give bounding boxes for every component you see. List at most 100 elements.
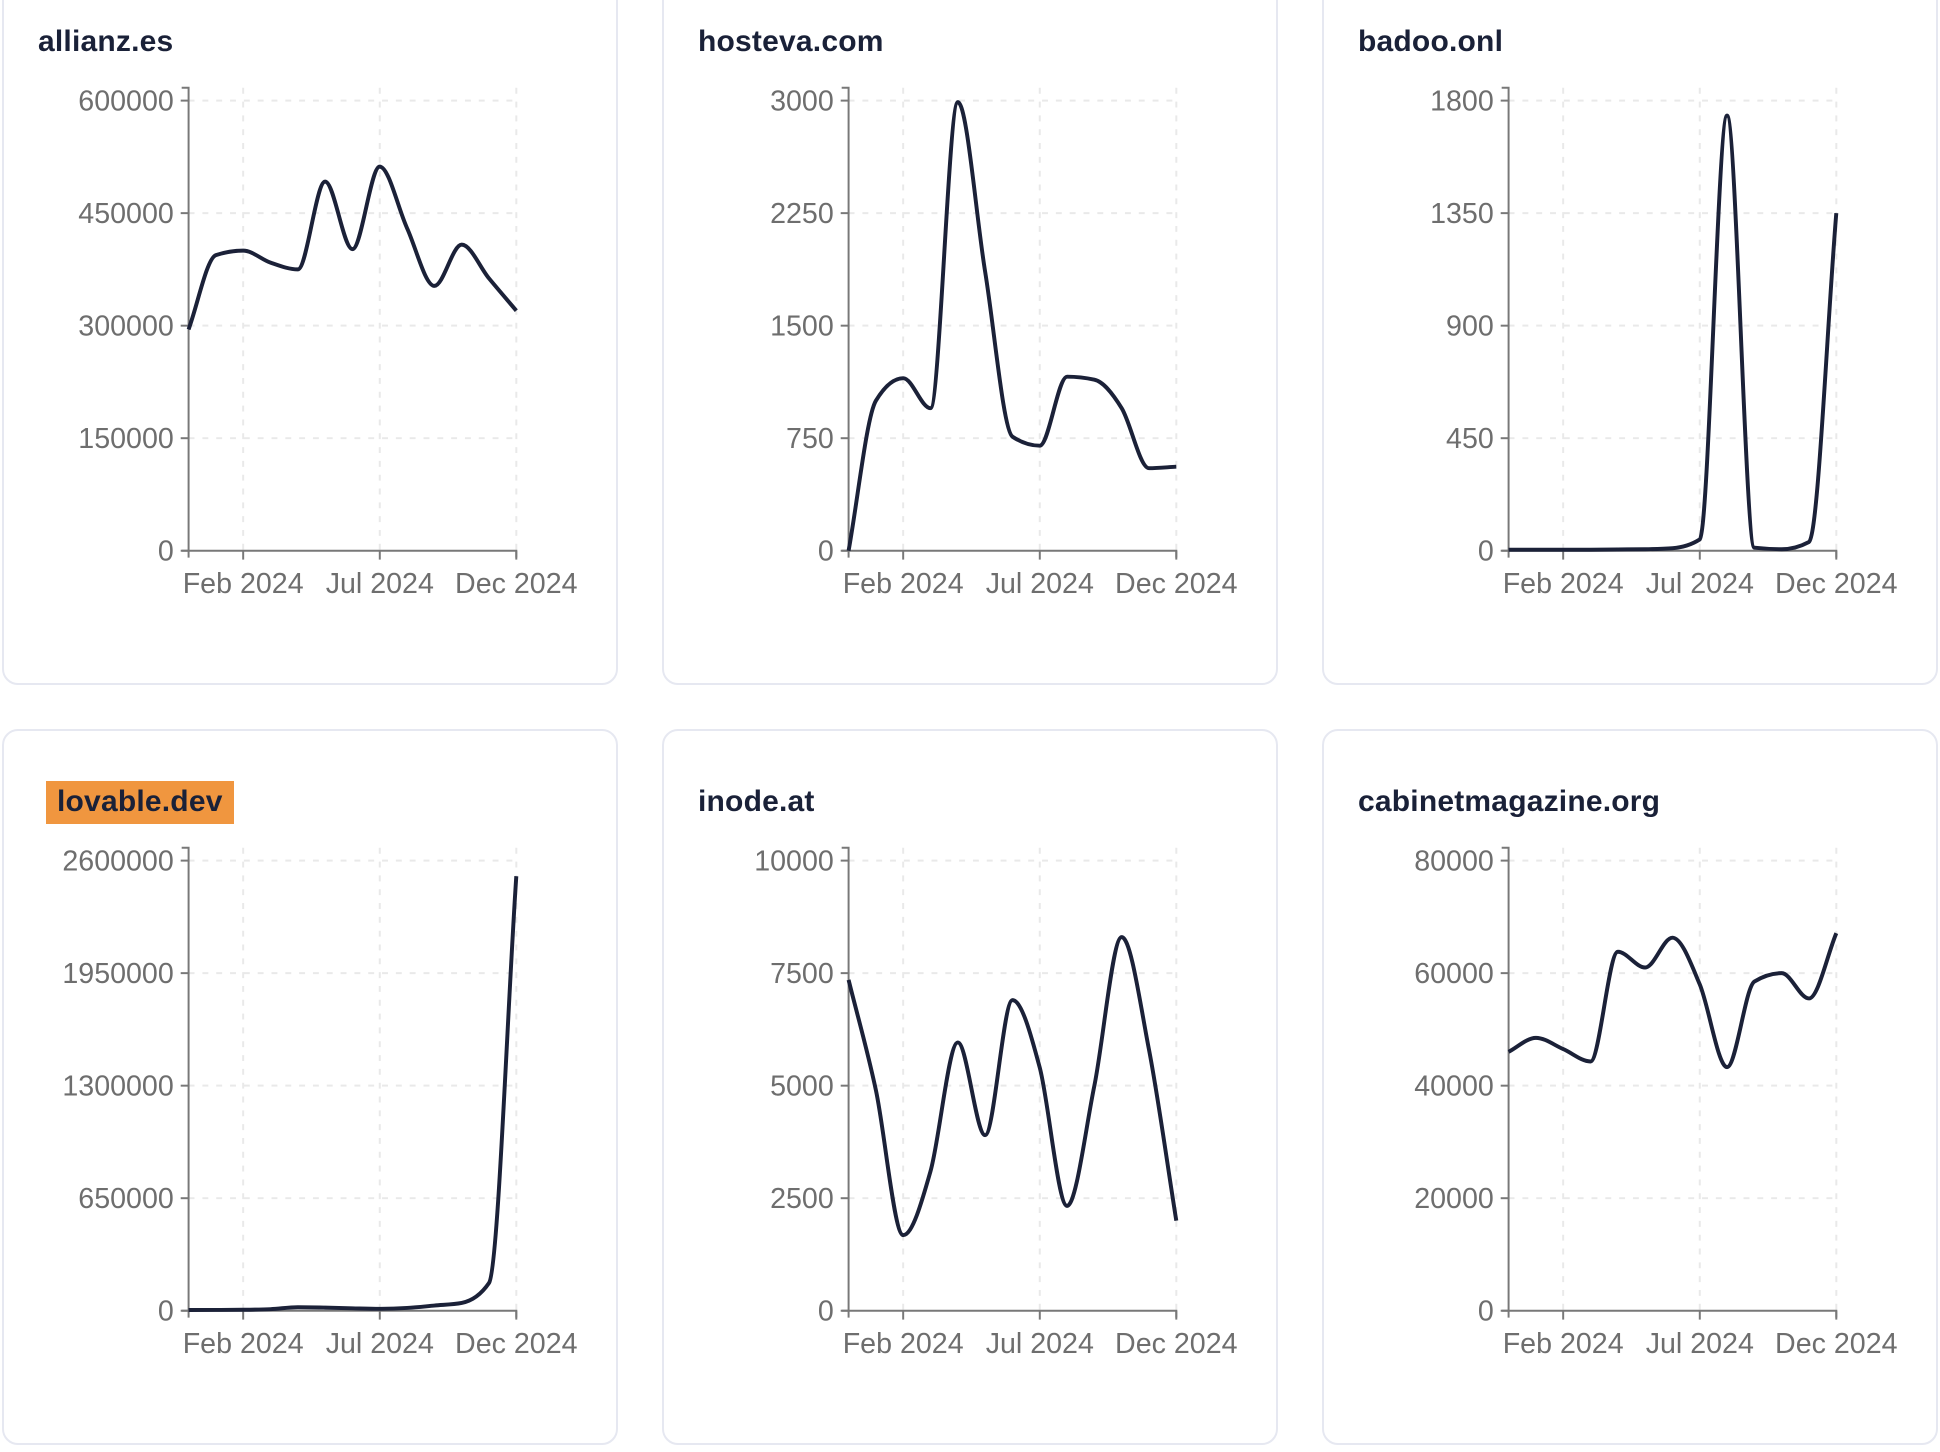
chart-title: allianz.es	[38, 23, 616, 61]
gridlines	[188, 87, 518, 551]
y-tick-label: 1800	[1430, 85, 1494, 117]
traffic-line	[188, 876, 519, 1313]
chart-title-text: hosteva.com	[698, 25, 884, 58]
y-tick-label: 0	[818, 536, 834, 568]
x-axis-domain	[1507, 1309, 1838, 1318]
chart-title-text: allianz.es	[38, 25, 174, 58]
traffic-line	[846, 935, 1179, 1238]
y-tick-label: 0	[1478, 1296, 1494, 1328]
x-axis-domain	[847, 549, 1178, 558]
gridlines	[1508, 87, 1838, 551]
y-tick-label: 0	[818, 1296, 834, 1328]
x-tick-label: Dec 2024	[455, 1328, 578, 1360]
y-axis	[180, 846, 190, 1312]
x-tick-label: Jul 2024	[986, 1328, 1094, 1360]
x-tick-label: Dec 2024	[1115, 568, 1238, 600]
y-tick-label: 1350	[1430, 198, 1494, 230]
y-tick-label: 0	[1478, 536, 1494, 568]
chart-title: inode.at	[698, 783, 1276, 821]
chart-card-hosteva-com: hosteva.com 0 750 1500 2250 3000 Feb 2024 Jul …	[662, 0, 1278, 685]
x-axis	[847, 1309, 1178, 1320]
y-tick-label: 750	[786, 423, 834, 455]
y-tick-label: 80000	[1414, 845, 1494, 877]
x-tick-label: Feb 2024	[1503, 1328, 1624, 1360]
x-tick-label: Jul 2024	[326, 568, 434, 600]
chart-title: badoo.onl	[1358, 23, 1936, 61]
line-chart-svg: 0 750 1500 2250 3000 Feb 2024 Jul 2024 Dec 2024	[770, 85, 1238, 600]
x-tick-label: Jul 2024	[1646, 1328, 1754, 1360]
x-tick-label: Dec 2024	[1775, 1328, 1898, 1360]
chart-title: cabinetmagazine.org	[1358, 783, 1936, 821]
x-axis	[1507, 1309, 1838, 1320]
x-axis-domain	[847, 1309, 1178, 1318]
x-axis	[1507, 549, 1838, 560]
y-tick-label: 0	[158, 1296, 174, 1328]
line-chart-svg: 0 650000 1300000 1950000 2600000 Feb 2024 Jul …	[62, 845, 578, 1360]
y-axis-domain	[841, 846, 850, 1312]
y-tick-label: 1300000	[62, 1071, 173, 1103]
y-tick-label: 2250	[770, 198, 834, 230]
chart-card-inode-at: inode.at 0 2500 5000 7500 10000 Feb 2024 Jul 2…	[662, 729, 1278, 1445]
chart-title: lovable.dev	[38, 781, 616, 824]
y-tick-label: 3000	[770, 85, 834, 117]
y-tick-label: 2500	[770, 1183, 834, 1215]
y-axis	[840, 846, 850, 1312]
traffic-line	[1508, 113, 1839, 552]
chart-card-allianz-es: allianz.es 0 150000 300000 450000 600000 Feb …	[2, 0, 618, 685]
y-tick-label: 150000	[78, 423, 173, 455]
gridlines	[848, 87, 1178, 551]
x-tick-label: Jul 2024	[1646, 568, 1754, 600]
x-axis	[187, 1309, 518, 1320]
chart-title-text-highlighted: lovable.dev	[46, 781, 234, 824]
y-tick-label: 1950000	[62, 958, 173, 990]
chart-title-text: inode.at	[698, 785, 815, 818]
y-axis-domain	[181, 846, 190, 1312]
y-tick-label: 900	[1446, 311, 1494, 343]
y-axis	[1500, 86, 1510, 552]
x-axis-domain	[1507, 549, 1838, 558]
y-tick-label: 2600000	[62, 845, 173, 877]
y-tick-label: 450	[1446, 423, 1494, 455]
y-axis-domain	[1501, 86, 1510, 552]
x-tick-label: Dec 2024	[455, 568, 578, 600]
y-tick-label: 450000	[78, 198, 173, 230]
x-tick-label: Feb 2024	[843, 1328, 964, 1360]
traffic-line	[846, 100, 1177, 552]
line-chart-svg: 0 2500 5000 7500 10000 Feb 2024 Jul 2024 Dec 20…	[754, 845, 1238, 1360]
y-tick-label: 5000	[770, 1071, 834, 1103]
y-tick-label: 1500	[770, 311, 834, 343]
y-tick-label: 600000	[78, 85, 173, 117]
y-tick-label: 300000	[78, 311, 173, 343]
x-axis	[847, 549, 1178, 560]
chart-title: hosteva.com	[698, 23, 1276, 61]
y-tick-label: 0	[158, 536, 174, 568]
y-axis-domain	[1501, 846, 1510, 1312]
x-axis	[187, 549, 518, 560]
x-tick-label: Jul 2024	[986, 568, 1094, 600]
y-tick-label: 7500	[770, 958, 834, 990]
y-axis	[840, 86, 850, 552]
x-tick-label: Feb 2024	[183, 568, 304, 600]
x-tick-label: Jul 2024	[326, 1328, 434, 1360]
traffic-line	[186, 164, 518, 331]
x-tick-label: Feb 2024	[1503, 568, 1624, 600]
chart-card-badoo-onl: badoo.onl 0 450 900 1350 1800 Feb 2024 Jul 202…	[1322, 0, 1938, 685]
chart-card-cabinetmagazine-org: cabinetmagazine.org 0 20000 40000 60000 8000…	[1322, 729, 1938, 1445]
y-axis	[1500, 846, 1510, 1312]
chart-title-text: badoo.onl	[1358, 25, 1504, 58]
x-tick-label: Feb 2024	[183, 1328, 304, 1360]
traffic-line	[1507, 932, 1839, 1070]
chart-card-lovable-dev: lovable.dev 0 650000 1300000 1950000 2600000…	[2, 729, 618, 1445]
gridlines	[188, 847, 518, 1311]
y-axis-domain	[841, 86, 850, 552]
gridlines	[1508, 847, 1838, 1311]
y-tick-label: 60000	[1414, 958, 1494, 990]
y-tick-label: 20000	[1414, 1183, 1494, 1215]
x-tick-label: Dec 2024	[1775, 568, 1898, 600]
y-tick-label: 10000	[754, 845, 834, 877]
gridlines	[848, 847, 1178, 1311]
x-tick-label: Dec 2024	[1115, 1328, 1238, 1360]
x-axis-domain	[187, 549, 518, 558]
y-tick-label: 40000	[1414, 1071, 1494, 1103]
